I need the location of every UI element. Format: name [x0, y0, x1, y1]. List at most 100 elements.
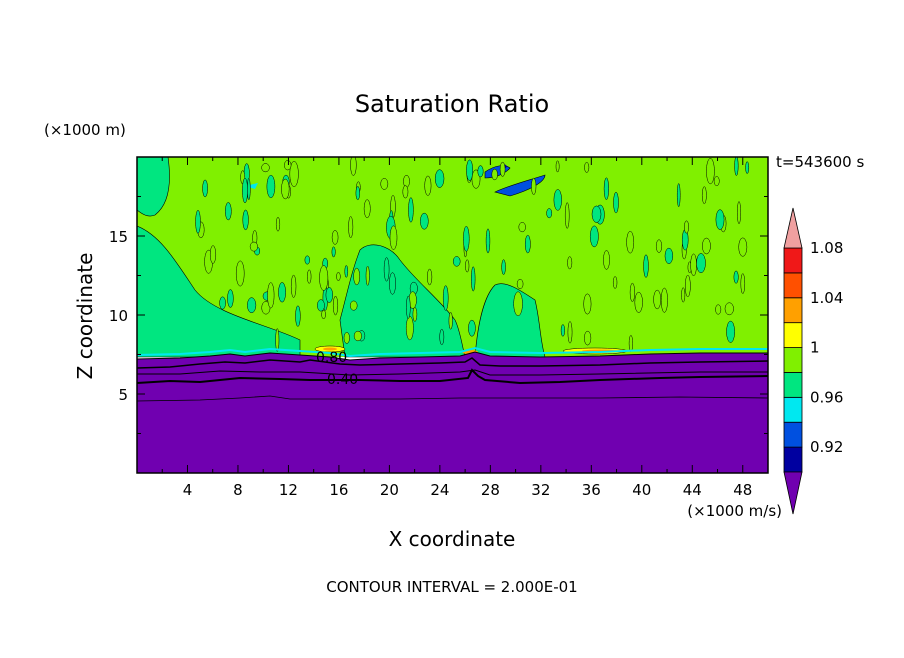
contour-blob [560, 324, 565, 337]
contour-blob [696, 253, 706, 274]
colorbar-swatch [783, 272, 803, 299]
contour-blob [733, 270, 739, 284]
x-tick-label: 20 [380, 481, 399, 499]
contour-blob [344, 265, 349, 278]
contour-blob [355, 186, 360, 201]
contour-blob [383, 257, 390, 282]
plot-area [137, 157, 768, 473]
colorbar-swatch [783, 322, 803, 348]
contour-blob [290, 274, 297, 298]
y-tick-label: 5 [118, 386, 128, 404]
contour-blob [463, 226, 470, 252]
contour-blob [348, 216, 354, 238]
colorbar-swatch [783, 421, 803, 448]
contour-blob [466, 159, 474, 181]
contour-blob [726, 320, 735, 343]
x-tick-label: 16 [329, 481, 348, 499]
contour-blob [684, 275, 691, 297]
contour-blob [266, 174, 276, 199]
cyan-edge [137, 346, 768, 358]
y-units-label: (×1000 m) [44, 121, 126, 139]
x-tick-label: 36 [582, 481, 601, 499]
contour-blob [389, 225, 398, 250]
x-tick-label: 24 [430, 481, 449, 499]
x-tick-label: 8 [233, 481, 243, 499]
contour-blob [626, 231, 635, 254]
contour-blob [660, 287, 668, 313]
contour-blob [434, 169, 445, 188]
contour-blob [353, 267, 361, 286]
contour-blob [331, 230, 339, 245]
teal-region-left [137, 225, 301, 358]
contour-blob [235, 260, 245, 287]
colorbar-swatch [783, 396, 803, 423]
colorbar-under-triangle [783, 471, 803, 515]
contour-blob [713, 176, 720, 187]
colorbar: 1.08 1.04 1 0.96 0.92 [783, 207, 843, 515]
contour-blob [408, 197, 414, 223]
contour-noise [195, 157, 750, 352]
contour-blob [448, 312, 453, 330]
contour-blob [242, 177, 248, 204]
contour-blob [275, 328, 280, 352]
contour-blob [321, 309, 326, 320]
x-tick-label: 48 [733, 481, 752, 499]
contour-blob [546, 208, 553, 219]
contour-blob [420, 212, 429, 230]
contour-blob [343, 332, 350, 344]
contour-blob [684, 220, 689, 234]
contour-blob [706, 158, 715, 185]
colorbar-label: 0.92 [810, 438, 843, 456]
contour-blob [325, 287, 333, 303]
contour-blob [734, 157, 739, 176]
contour-blob [304, 255, 310, 265]
contour-blob [738, 237, 748, 257]
contour-line-080 [137, 357, 768, 369]
teal-region-top-left [137, 157, 170, 217]
y-axis-title: Z coordinate [73, 253, 97, 380]
colorbar-swatch [783, 446, 803, 473]
cloud-patch-4 [245, 183, 258, 189]
contour-blob [317, 299, 325, 312]
contour-blob [664, 247, 674, 264]
contour-blob [591, 205, 602, 223]
contour-blob [516, 278, 524, 290]
saturated-regions [137, 157, 546, 358]
colorbar-swatch [783, 347, 803, 373]
contour-blob [629, 282, 635, 302]
contour-blob [365, 265, 370, 286]
contour-blob [643, 254, 649, 278]
contour-blob [485, 228, 491, 254]
contour-blob [209, 245, 217, 264]
contour-blob [389, 272, 396, 295]
contour-blob [612, 276, 618, 289]
chart-title: Saturation Ratio [355, 90, 549, 118]
y-axis-ticks: 5 10 15 [109, 196, 768, 434]
contour-blob [634, 291, 643, 313]
contour-blob [584, 162, 590, 173]
contour-blob [603, 177, 609, 200]
contour-blob [225, 202, 232, 221]
contour-line-040 [137, 368, 768, 385]
contour-blob [531, 177, 537, 195]
contour-blob [319, 265, 329, 291]
contour-blob [261, 163, 270, 173]
colorbar-over-triangle [783, 207, 803, 249]
contour-blob [564, 202, 570, 229]
contour-blob [249, 241, 258, 252]
contour-interval-footer: CONTOUR INTERVAL = 2.000E-01 [326, 578, 577, 596]
contour-blob [402, 185, 409, 199]
contour-blob [701, 186, 707, 205]
colorbar-label: 1 [810, 339, 820, 357]
contour-blob [499, 161, 506, 177]
contour-blob [350, 157, 357, 176]
contour-blob [195, 210, 201, 234]
lower-dry-layer [137, 351, 768, 473]
contour-blob [555, 160, 560, 173]
contour-blob [284, 160, 292, 171]
contour-blob [737, 201, 741, 224]
contour-blob [653, 289, 662, 310]
contour-blob [336, 272, 341, 281]
contour-blob [491, 168, 498, 181]
